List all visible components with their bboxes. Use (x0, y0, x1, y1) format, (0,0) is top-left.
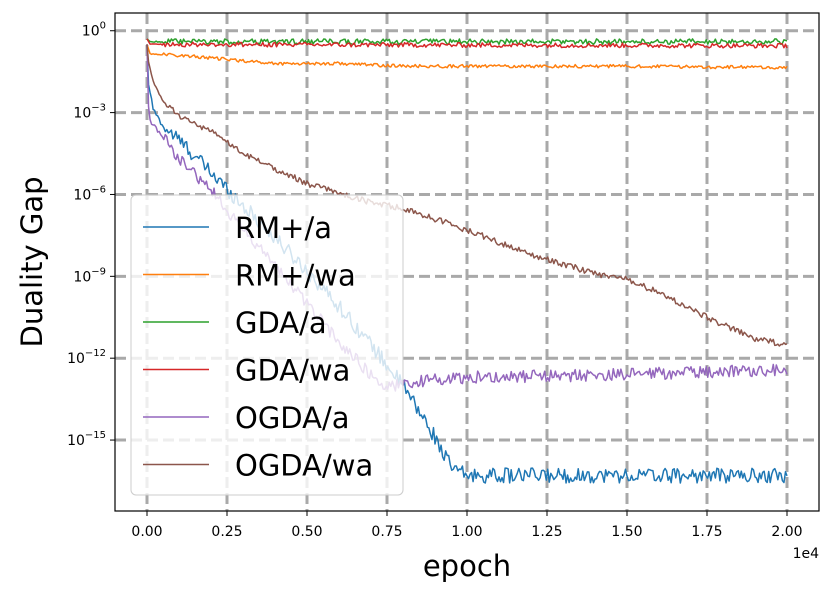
x-tick-label-4: 1.00 (451, 524, 482, 540)
x-axis-offset-label: 1e4 (793, 546, 820, 562)
y-axis-label: Duality Gap (15, 177, 49, 348)
x-tick-label-2: 0.50 (291, 524, 322, 540)
x-tick-label-0: 0.00 (131, 524, 162, 540)
legend-label-GDA/a: GDA/a (235, 306, 327, 340)
y-tick-label-4: 10−12 (67, 348, 106, 367)
legend-label-OGDA/wa: OGDA/wa (235, 449, 373, 483)
legend-box (130, 194, 404, 496)
x-tick-label-1: 0.25 (211, 524, 242, 540)
series-line-RM+/wa (146, 44, 788, 70)
legend-label-GDA/wa: GDA/wa (235, 354, 350, 388)
y-tick-label-2: 10−6 (73, 184, 106, 203)
x-tick-label-7: 1.75 (691, 524, 722, 540)
x-tick-label-5: 1.25 (531, 524, 562, 540)
legend-label-OGDA/a: OGDA/a (235, 401, 350, 435)
x-tick-label-6: 1.50 (611, 524, 642, 540)
x-tick-label-3: 0.75 (371, 524, 402, 540)
legend-label-RM+/wa: RM+/wa (235, 259, 356, 293)
y-tick-label-1: 10−3 (73, 103, 106, 122)
y-tick-label-3: 10−9 (73, 266, 106, 285)
series-line-GDA/a (146, 38, 788, 46)
x-tick-label-8: 2.00 (771, 524, 802, 540)
y-axis-ticks: 100 10−3 10−6 10−9 10−12 10−15 (67, 21, 115, 449)
y-tick-label-5: 10−15 (67, 430, 106, 449)
series-line-OGDA/wa (146, 44, 788, 347)
legend: RM+/a RM+/wa GDA/a GDA/wa OGDA/a OGDA/wa (130, 194, 404, 496)
legend-label-RM+/a: RM+/a (235, 211, 332, 245)
x-axis-ticks: 0.00 0.25 0.50 0.75 1.00 1.25 1.50 1.75 2.00 (131, 511, 803, 540)
series-line-GDA/wa (146, 38, 788, 49)
x-axis-label: epoch (423, 549, 511, 583)
y-tick-label-0: 100 (82, 21, 106, 40)
